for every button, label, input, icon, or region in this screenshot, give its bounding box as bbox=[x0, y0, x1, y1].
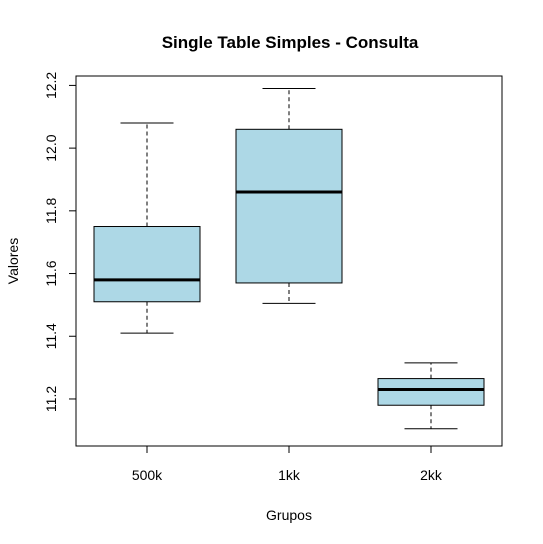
iqr-box bbox=[93, 226, 201, 303]
y-axis: 11.2 11.4 11.6 11.8 12.0 12.2 bbox=[43, 72, 77, 412]
y-tick-label: 11.4 bbox=[43, 323, 59, 349]
chart-title: Single Table Simples - Consulta bbox=[162, 33, 419, 52]
y-tick-label: 12.0 bbox=[43, 134, 59, 161]
y-axis-label: Valores bbox=[5, 238, 21, 284]
iqr-box bbox=[235, 128, 343, 284]
box-500k bbox=[93, 122, 201, 334]
x-axis-label: Grupos bbox=[266, 507, 312, 523]
boxes bbox=[93, 88, 485, 430]
iqr-box bbox=[377, 378, 485, 406]
x-tick-label: 500k bbox=[132, 467, 163, 483]
box-1kk bbox=[235, 88, 343, 304]
x-axis: 500k 1kk 2kk bbox=[132, 446, 443, 483]
box-2kk bbox=[377, 362, 485, 430]
y-tick-label: 11.8 bbox=[43, 198, 59, 224]
y-tick-label: 12.2 bbox=[43, 72, 59, 99]
y-tick-label: 11.6 bbox=[43, 260, 59, 286]
x-tick-label: 2kk bbox=[420, 467, 443, 483]
x-tick-label: 1kk bbox=[278, 467, 301, 483]
y-tick-label: 11.2 bbox=[43, 386, 59, 412]
